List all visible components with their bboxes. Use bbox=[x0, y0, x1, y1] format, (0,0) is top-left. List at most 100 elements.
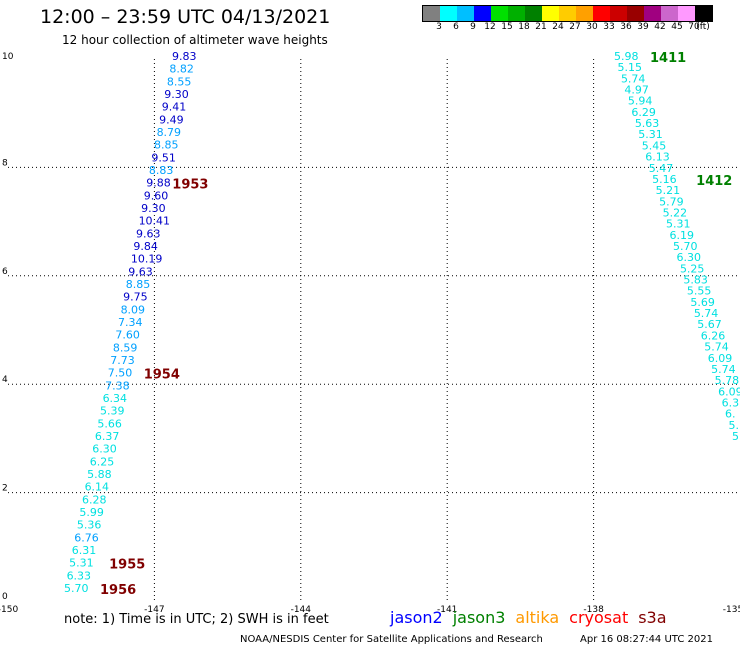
legend-label: 21 bbox=[535, 22, 547, 32]
x-tick-label: -141 bbox=[437, 605, 457, 615]
wave-height-label: 4.97 bbox=[624, 84, 649, 97]
wave-height-label: 5.94 bbox=[628, 95, 653, 108]
wave-height-label: 5.47 bbox=[649, 162, 674, 175]
wave-height-label: 7.38 bbox=[105, 379, 129, 392]
y-tick-label: 0 bbox=[2, 592, 8, 602]
satellite-name: altika bbox=[515, 608, 560, 627]
wave-height-label: 6.30 bbox=[92, 443, 117, 456]
legend-swatch bbox=[457, 6, 474, 21]
wave-height-label: 6.09 bbox=[718, 385, 740, 398]
legend-label: 30 bbox=[586, 22, 598, 32]
wave-height-label: 5.88 bbox=[87, 468, 112, 481]
wave-height-label: 9.49 bbox=[159, 113, 184, 126]
satellite-name: jason2 bbox=[390, 608, 443, 627]
legend-swatch bbox=[695, 6, 712, 21]
wave-height-label: 9.30 bbox=[164, 88, 189, 101]
wave-height-label: 8.85 bbox=[126, 278, 151, 291]
legend-swatch bbox=[644, 6, 661, 21]
wave-height-label: 9.88 bbox=[146, 177, 171, 190]
y-tick-label: 2 bbox=[2, 484, 8, 494]
track-time-label: 1954 bbox=[144, 368, 180, 383]
x-tick-label: -144 bbox=[291, 605, 312, 615]
wave-height-label: 6.3 bbox=[722, 396, 740, 409]
wave-height-label: 6.19 bbox=[670, 229, 695, 242]
track-time-label: 1411 bbox=[650, 51, 686, 66]
wave-height-label: 5.67 bbox=[697, 318, 722, 331]
wave-height-label: 9.30 bbox=[141, 202, 166, 215]
wave-height-label: 6. bbox=[725, 408, 736, 421]
x-tick-label: -138 bbox=[583, 605, 604, 615]
wave-height-label: 6.29 bbox=[631, 106, 656, 119]
legend-label: 42 bbox=[654, 22, 666, 32]
legend-label: 15 bbox=[501, 22, 513, 32]
wave-height-label: 5.22 bbox=[663, 206, 688, 219]
wave-height-label: 6.34 bbox=[103, 392, 128, 405]
wave-height-label: 8.55 bbox=[167, 75, 192, 88]
legend-swatch bbox=[491, 6, 508, 21]
wave-height-label: 9.75 bbox=[123, 291, 147, 304]
footer-timestamp: Apr 16 08:27:44 UTC 2021 bbox=[580, 634, 713, 645]
wave-height-label: 5.39 bbox=[100, 405, 125, 418]
wave-height-label: 9.83 bbox=[172, 50, 197, 63]
satellite-name: cryosat bbox=[569, 608, 629, 627]
wave-height-label: 6.26 bbox=[701, 329, 726, 342]
wave-height-label: 5.70 bbox=[64, 582, 89, 595]
color-legend bbox=[422, 5, 713, 22]
wave-height-label: 8.09 bbox=[121, 303, 146, 316]
wave-height-label: 5.63 bbox=[635, 117, 660, 130]
wave-height-label: 6.76 bbox=[74, 531, 99, 544]
wave-height-label: 5.15 bbox=[617, 61, 642, 74]
wave-height-label: 9.51 bbox=[151, 151, 176, 164]
wave-height-label: 8.83 bbox=[149, 164, 174, 177]
wave-height-label: 6.33 bbox=[67, 569, 92, 582]
wave-height-label: 5. bbox=[729, 419, 740, 432]
wave-height-label: 5.70 bbox=[673, 240, 698, 253]
satellite-legend: jason2 jason3 altika cryosat s3a bbox=[390, 608, 677, 627]
wave-height-label: 6.28 bbox=[82, 493, 107, 506]
wave-height-label: 5.16 bbox=[652, 173, 677, 186]
legend-swatch bbox=[440, 6, 457, 21]
wave-height-label: 6.37 bbox=[95, 430, 120, 443]
legend-label: 3 bbox=[436, 22, 442, 32]
page-title: 12:00 – 23:59 UTC 04/13/2021 bbox=[40, 6, 331, 28]
wave-height-label: 5.79 bbox=[659, 195, 684, 208]
legend-label: (ft) bbox=[696, 22, 710, 32]
footer-credit: NOAA/NESDIS Center for Satellite Applica… bbox=[240, 634, 543, 645]
y-tick-label: 6 bbox=[2, 267, 8, 277]
wave-height-label: 7.73 bbox=[110, 354, 134, 367]
legend-label: 27 bbox=[569, 22, 581, 32]
wave-height-label: 5.74 bbox=[704, 341, 729, 354]
track-time-label: 1412 bbox=[696, 174, 732, 189]
legend-swatch bbox=[576, 6, 593, 21]
legend-label: 12 bbox=[484, 22, 496, 32]
legend-label: 6 bbox=[453, 22, 459, 32]
legend-swatch bbox=[661, 6, 678, 21]
track-time-label: 1955 bbox=[109, 558, 145, 573]
legend-swatch bbox=[559, 6, 576, 21]
satellite-name: s3a bbox=[638, 608, 667, 627]
legend-swatch bbox=[627, 6, 644, 21]
legend-swatch bbox=[474, 6, 491, 21]
legend-swatch bbox=[542, 6, 559, 21]
legend-label: 24 bbox=[552, 22, 564, 32]
legend-swatch bbox=[423, 6, 440, 21]
page-subtitle: 12 hour collection of altimeter wave hei… bbox=[62, 33, 328, 47]
wave-height-label: 5.98 bbox=[614, 50, 639, 63]
x-tick-label: -135 bbox=[723, 605, 740, 615]
x-tick-label: -147 bbox=[144, 605, 164, 615]
wave-height-label: 5.66 bbox=[97, 417, 122, 430]
wave-height-label: 7.34 bbox=[118, 316, 143, 329]
track-time-label: 1953 bbox=[172, 178, 208, 193]
y-tick-label: 10 bbox=[2, 52, 14, 62]
wave-height-label: 5.69 bbox=[690, 296, 715, 309]
wave-height-label: 6.30 bbox=[676, 251, 701, 264]
wave-height-label: 5.21 bbox=[656, 184, 681, 197]
wave-height-label: 9.63 bbox=[136, 227, 161, 240]
wave-height-label: 8.82 bbox=[169, 63, 194, 76]
wave-height-label: 9.63 bbox=[128, 265, 153, 278]
legend-swatch bbox=[593, 6, 610, 21]
wave-height-label: 5.31 bbox=[69, 557, 94, 570]
wave-height-label: 9.84 bbox=[133, 240, 158, 253]
wave-height-label: 5 bbox=[732, 430, 739, 443]
